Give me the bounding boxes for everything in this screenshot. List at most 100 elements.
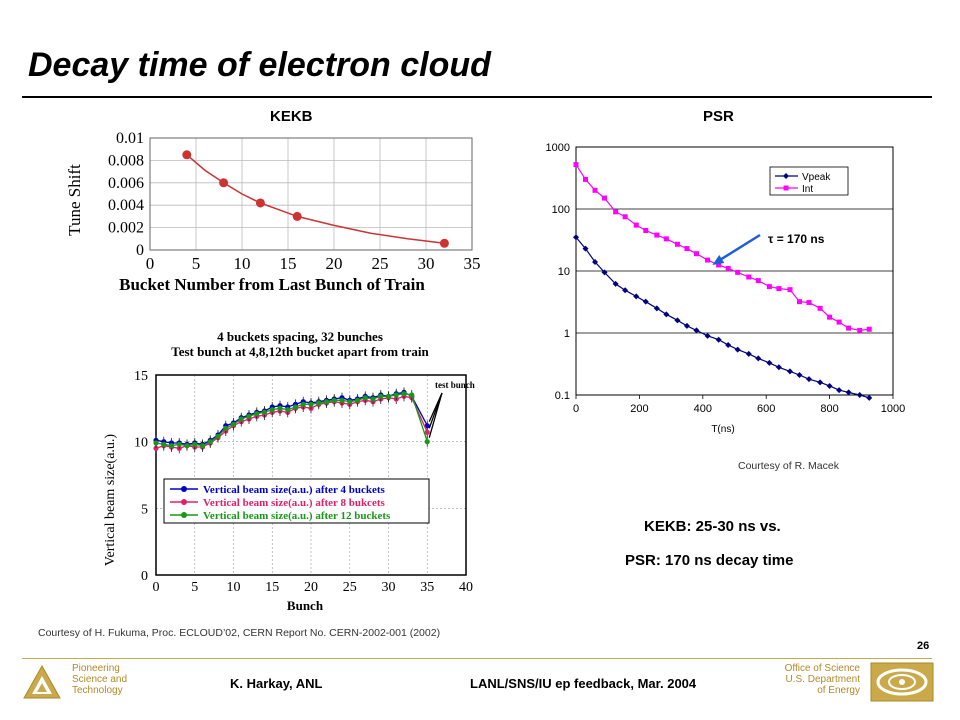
tau-arrow <box>712 233 761 265</box>
psr-int-marker <box>817 305 823 311</box>
beam-legend-label: Vertical beam size(a.u.) after 12 bucket… <box>203 510 391 522</box>
doe-logo-icon <box>870 662 934 702</box>
psr-vpeak-marker <box>766 359 773 366</box>
psr-int-marker <box>684 246 690 252</box>
tune-plot-frame <box>149 137 473 251</box>
page-title: Decay time of electron cloud <box>28 46 491 84</box>
psr-vpeak-marker <box>755 355 762 362</box>
beam-data-point <box>246 413 252 419</box>
kekb-credit: Courtesy of H. Fukuma, Proc. ECLOUD’02, … <box>38 627 441 639</box>
psr-vpeak-marker <box>845 389 852 396</box>
psr-x-tick-label: 400 <box>694 403 712 415</box>
anl-tagline-line-3: Technology <box>72 685 123 696</box>
psr-y-tick-label: 1000 <box>546 142 570 154</box>
beam-y-tick-label: 0 <box>141 569 148 584</box>
beam-y-tick-label: 5 <box>141 502 148 517</box>
tune-x-tick-label: 35 <box>464 254 481 273</box>
psr-vpeak-marker <box>683 322 690 329</box>
psr-int-marker <box>622 214 628 220</box>
tune-data-point <box>182 150 192 160</box>
conclusion-line-1: KEKB: 25-30 ns vs. <box>644 518 781 535</box>
psr-int-marker <box>755 278 761 284</box>
psr-vpeak-marker <box>715 336 722 343</box>
psr-vpeak-marker <box>653 305 660 312</box>
beam-x-tick-label: 40 <box>459 580 473 595</box>
psr-int-marker <box>776 286 782 292</box>
beam-data-point <box>215 433 221 439</box>
doe-line-1: Office of Science <box>784 663 860 674</box>
beam-data-point <box>385 393 392 399</box>
psr-vpeak-marker <box>573 234 579 241</box>
psr-vpeak-marker <box>725 342 732 349</box>
beam-data-point <box>277 405 283 411</box>
beam-size-chart: 4 buckets spacing, 32 bunches Test bunch… <box>103 329 475 613</box>
kekb-label: KEKB <box>270 108 313 125</box>
tune-y-tick-label: 0 <box>136 242 144 259</box>
beam-series <box>153 387 430 454</box>
tau-annotation: τ = 170 ns <box>768 232 825 246</box>
psr-plot-frame <box>575 146 894 396</box>
beam-data-point <box>261 409 268 415</box>
beam-data-point <box>207 439 213 445</box>
psr-legend-label: Vpeak <box>802 172 831 183</box>
beam-data-point <box>153 445 159 451</box>
tune-x-tick-label: 10 <box>234 254 251 273</box>
beam-data-point <box>238 416 244 422</box>
beam-x-tick-label: 0 <box>153 580 160 595</box>
tune-y-tick-label: 0.006 <box>108 175 144 192</box>
psr-int-marker <box>573 162 579 168</box>
beam-data-point <box>378 393 384 399</box>
tune-data-point <box>439 238 449 248</box>
psr-vpeak-marker <box>704 332 711 339</box>
tune-x-tick-label: 20 <box>326 254 343 273</box>
psr-int-marker <box>705 257 711 263</box>
beam-data-point <box>230 421 237 427</box>
psr-legend-marker <box>783 173 789 179</box>
psr-int-marker <box>674 241 680 247</box>
tune-y-tick-label: 0.004 <box>108 197 144 214</box>
psr-y-tick-label: 10 <box>558 266 570 278</box>
tune-x-label: Bucket Number from Last Bunch of Train <box>119 275 425 294</box>
tune-y-tick-label: 0.002 <box>108 220 144 237</box>
beam-data-point <box>176 441 182 447</box>
psr-int-marker <box>827 314 833 320</box>
page-number: 26 <box>917 640 930 652</box>
beam-legend-marker <box>181 512 187 518</box>
anl-logo-icon <box>23 664 61 699</box>
test-bunch-arrow <box>428 392 443 438</box>
psr-x-tick-label: 800 <box>820 403 838 415</box>
anl-tagline-line-2: Science and <box>72 674 128 685</box>
beam-data-point <box>199 443 206 449</box>
tune-data-point <box>219 178 229 188</box>
beam-legend: Vertical beam size(a.u.) after 4 buckets… <box>163 478 430 524</box>
psr-int-marker <box>602 195 608 201</box>
beam-data-point <box>192 441 198 447</box>
tau-arrow-head <box>712 254 725 265</box>
beam-y-label: Vertical beam size(a.u.) <box>103 434 118 566</box>
beam-data-point <box>323 399 330 405</box>
psr-ticks: 0.1 1 10 100 1000 0 200 400 600 800 1000 <box>546 142 906 415</box>
psr-vpeak-marker <box>856 392 863 398</box>
beam-x-tick-label: 30 <box>382 580 396 595</box>
beam-data-point <box>362 395 368 401</box>
beam-x-tick-label: 25 <box>343 580 357 595</box>
beam-data-point <box>424 439 430 445</box>
beam-data-point <box>269 407 275 413</box>
psr-vpeak-marker <box>805 376 812 383</box>
tune-y-label: Tune Shift <box>65 164 84 236</box>
psr-legend-marker <box>783 185 789 191</box>
psr-int-marker <box>716 262 722 268</box>
tune-data-point <box>292 211 302 221</box>
psr-vpeak-marker <box>674 317 681 324</box>
doe-line-3: of Energy <box>817 685 860 696</box>
beam-ticks: 0 5 10 15 20 25 30 35 40 0 5 10 15 <box>134 369 473 595</box>
beam-data-point <box>347 399 353 405</box>
beam-data-point <box>254 411 260 417</box>
psr-int-marker <box>866 326 872 332</box>
beam-data-point <box>370 396 376 402</box>
beam-data-point <box>424 423 430 429</box>
beam-x-tick-label: 10 <box>227 580 241 595</box>
tune-y-tick-label: 0.01 <box>116 130 144 147</box>
